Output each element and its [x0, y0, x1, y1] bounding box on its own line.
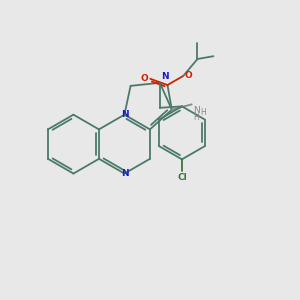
Text: N: N — [193, 106, 200, 115]
Text: Cl: Cl — [177, 173, 187, 182]
Text: N: N — [121, 110, 128, 119]
Text: N: N — [121, 169, 128, 178]
Text: O: O — [185, 71, 193, 80]
Text: N: N — [161, 72, 169, 81]
Text: O: O — [140, 74, 148, 83]
Text: H: H — [193, 112, 199, 122]
Text: H: H — [200, 108, 206, 117]
